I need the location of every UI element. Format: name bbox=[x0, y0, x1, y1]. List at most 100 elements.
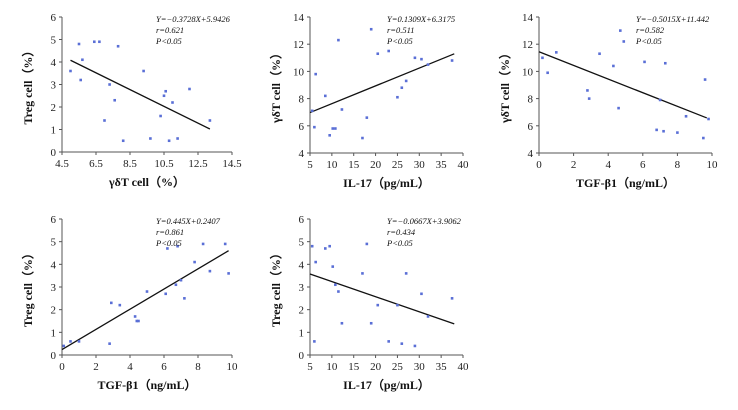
panel-4-data-point bbox=[62, 344, 65, 348]
panel-1-x-axis-label: γδT cell（%） bbox=[108, 174, 185, 189]
panel-5-data-point bbox=[310, 244, 314, 248]
panel-5-data-point bbox=[313, 340, 316, 343]
panel-5-data-point bbox=[404, 272, 408, 275]
panel-2-x-tick-label: 5 bbox=[307, 159, 313, 171]
panel-3-y-tick-label: 12 bbox=[522, 39, 533, 51]
panel-5-x-tick-label: 25 bbox=[392, 361, 404, 373]
panel-5-y-tick-label: 3 bbox=[299, 282, 305, 294]
panel-3-annotation-1: Y=−0.5015X+11.442 bbox=[636, 14, 710, 24]
panel-5-x-tick-label: 10 bbox=[326, 361, 338, 373]
panel-5-data-point bbox=[376, 303, 380, 307]
panel-2-data-point bbox=[426, 63, 430, 66]
panel-2-data-point bbox=[376, 52, 380, 56]
panel-1-data-point bbox=[149, 137, 152, 140]
panel-2-data-point bbox=[324, 94, 327, 98]
panel-2-y-axis-label: γδT cell（%） bbox=[268, 47, 283, 124]
panel-2-data-point bbox=[361, 136, 364, 140]
panel-4-x-tick-label: 10 bbox=[227, 361, 239, 373]
panel-1-data-point bbox=[116, 44, 120, 48]
panel-4-data-point bbox=[166, 247, 169, 250]
panel-5-y-tick-label: 4 bbox=[299, 259, 305, 271]
panel-4-x-tick-label: 0 bbox=[59, 361, 65, 373]
panel-3-data-point bbox=[612, 64, 615, 68]
panel-2-annotation-2: r=0.511 bbox=[387, 25, 415, 35]
panel-1-y-tick-label: 5 bbox=[51, 35, 57, 47]
panel-3-y-tick-label: 8 bbox=[528, 94, 534, 106]
panel-4-x-tick-label: 8 bbox=[195, 361, 201, 373]
panel-2-data-point bbox=[328, 134, 331, 137]
panel-2-y-tick-label: 8 bbox=[299, 94, 305, 106]
panel-4-y-tick-label: 3 bbox=[51, 282, 57, 294]
panel-4-data-point bbox=[135, 319, 139, 323]
panel-5-data-point bbox=[337, 290, 340, 293]
panel-5-data-point bbox=[324, 247, 327, 250]
panel-4-data-point bbox=[227, 272, 230, 275]
panel-4-data-point bbox=[133, 315, 137, 318]
panel-3-data-point bbox=[663, 61, 667, 65]
panel-4-data-point bbox=[118, 303, 122, 307]
panel-2-y-tick-label: 4 bbox=[299, 148, 305, 160]
panel-4-data-point bbox=[208, 269, 212, 273]
panel-5-y-tick-label: 6 bbox=[299, 214, 305, 226]
panel-4-y-axis-label: Treg cell（%） bbox=[20, 247, 35, 327]
panel-1-y-tick-label: 2 bbox=[51, 102, 57, 114]
panel-3-annotation-2: r=0.582 bbox=[636, 25, 665, 35]
panel-2-x-tick-label: 20 bbox=[370, 159, 382, 171]
panel-1-y-tick-label: 0 bbox=[51, 147, 57, 159]
panel-2-data-point bbox=[313, 125, 316, 129]
panel-3-data-point bbox=[586, 89, 589, 92]
panel-1-data-point bbox=[98, 40, 101, 44]
panel-2-x-axis-label: IL-17（pg/mL） bbox=[343, 175, 430, 190]
panel-1-annotation-3: P<0.05 bbox=[155, 36, 182, 46]
panel-3-x-tick-label: 2 bbox=[571, 159, 577, 171]
panel-5-x-tick-label: 5 bbox=[307, 361, 313, 373]
panel-1-data-point bbox=[176, 137, 179, 140]
panel-4-y-tick-label: 1 bbox=[51, 327, 57, 339]
panel-2-y-tick-label: 14 bbox=[293, 12, 305, 24]
panel-3-annotation-3: P<0.05 bbox=[635, 36, 662, 46]
panel-4-data-point bbox=[137, 319, 140, 323]
panel-1-data-point bbox=[164, 89, 167, 93]
panel-2-annotation-1: Y=0.1309X+6.3175 bbox=[387, 14, 455, 24]
panel-4-y-tick-label: 2 bbox=[51, 305, 57, 317]
panel-1-data-point bbox=[171, 101, 174, 104]
panel-1-data-point bbox=[142, 69, 145, 73]
panel-5-x-tick-label: 40 bbox=[458, 361, 470, 373]
panel-3-data-point bbox=[703, 78, 707, 81]
panel-2-data-point bbox=[337, 38, 340, 42]
panel-2-data-point bbox=[331, 127, 335, 130]
panel-3-y-tick-label: 10 bbox=[522, 66, 534, 78]
panel-5-annotation-2: r=0.434 bbox=[387, 227, 416, 237]
panel-1-data-point bbox=[188, 87, 191, 91]
panel-1-data-point bbox=[77, 42, 81, 46]
panel-1-x-tick-label: 4.5 bbox=[55, 158, 69, 170]
panel-5-y-tick-label: 0 bbox=[299, 350, 305, 362]
panel-1-data-point bbox=[81, 58, 84, 62]
panel-2-x-tick-label: 25 bbox=[392, 159, 404, 171]
panel-2-data-point bbox=[404, 79, 408, 83]
panel-5-data-point bbox=[331, 265, 335, 268]
panel-1-data-point bbox=[69, 69, 72, 73]
panel-1-y-tick-label: 3 bbox=[51, 80, 57, 92]
panel-5-data-point bbox=[396, 303, 399, 307]
panel-2-data-point bbox=[369, 27, 373, 31]
panel-1-y-tick-label: 6 bbox=[51, 12, 57, 24]
panel-3-data-point bbox=[619, 29, 622, 32]
panel-3-data-point bbox=[622, 40, 626, 43]
panel-1-data-point bbox=[162, 94, 166, 98]
panel-1-x-tick-label: 12.5 bbox=[188, 158, 208, 170]
panel-3-regression-line bbox=[538, 51, 708, 119]
panel-5-data-point bbox=[361, 272, 364, 275]
panel-1-x-tick-label: 8.5 bbox=[123, 158, 137, 170]
panel-4-x-tick-label: 6 bbox=[161, 361, 167, 373]
panel-1-annotation-1: Y=−0.3728X+5.9426 bbox=[156, 14, 231, 24]
panel-1-x-tick-label: 14.5 bbox=[222, 158, 242, 170]
panel-1-data-point bbox=[113, 98, 116, 102]
panel-2-data-point bbox=[420, 57, 423, 61]
panel-4-y-tick-label: 6 bbox=[51, 214, 57, 226]
panel-2-data-point bbox=[310, 109, 314, 113]
panel-1-data-point bbox=[79, 78, 82, 82]
panel-3-data-point bbox=[617, 106, 620, 110]
panel-2-data-point bbox=[365, 116, 369, 119]
panel-5-data-point bbox=[387, 340, 390, 343]
